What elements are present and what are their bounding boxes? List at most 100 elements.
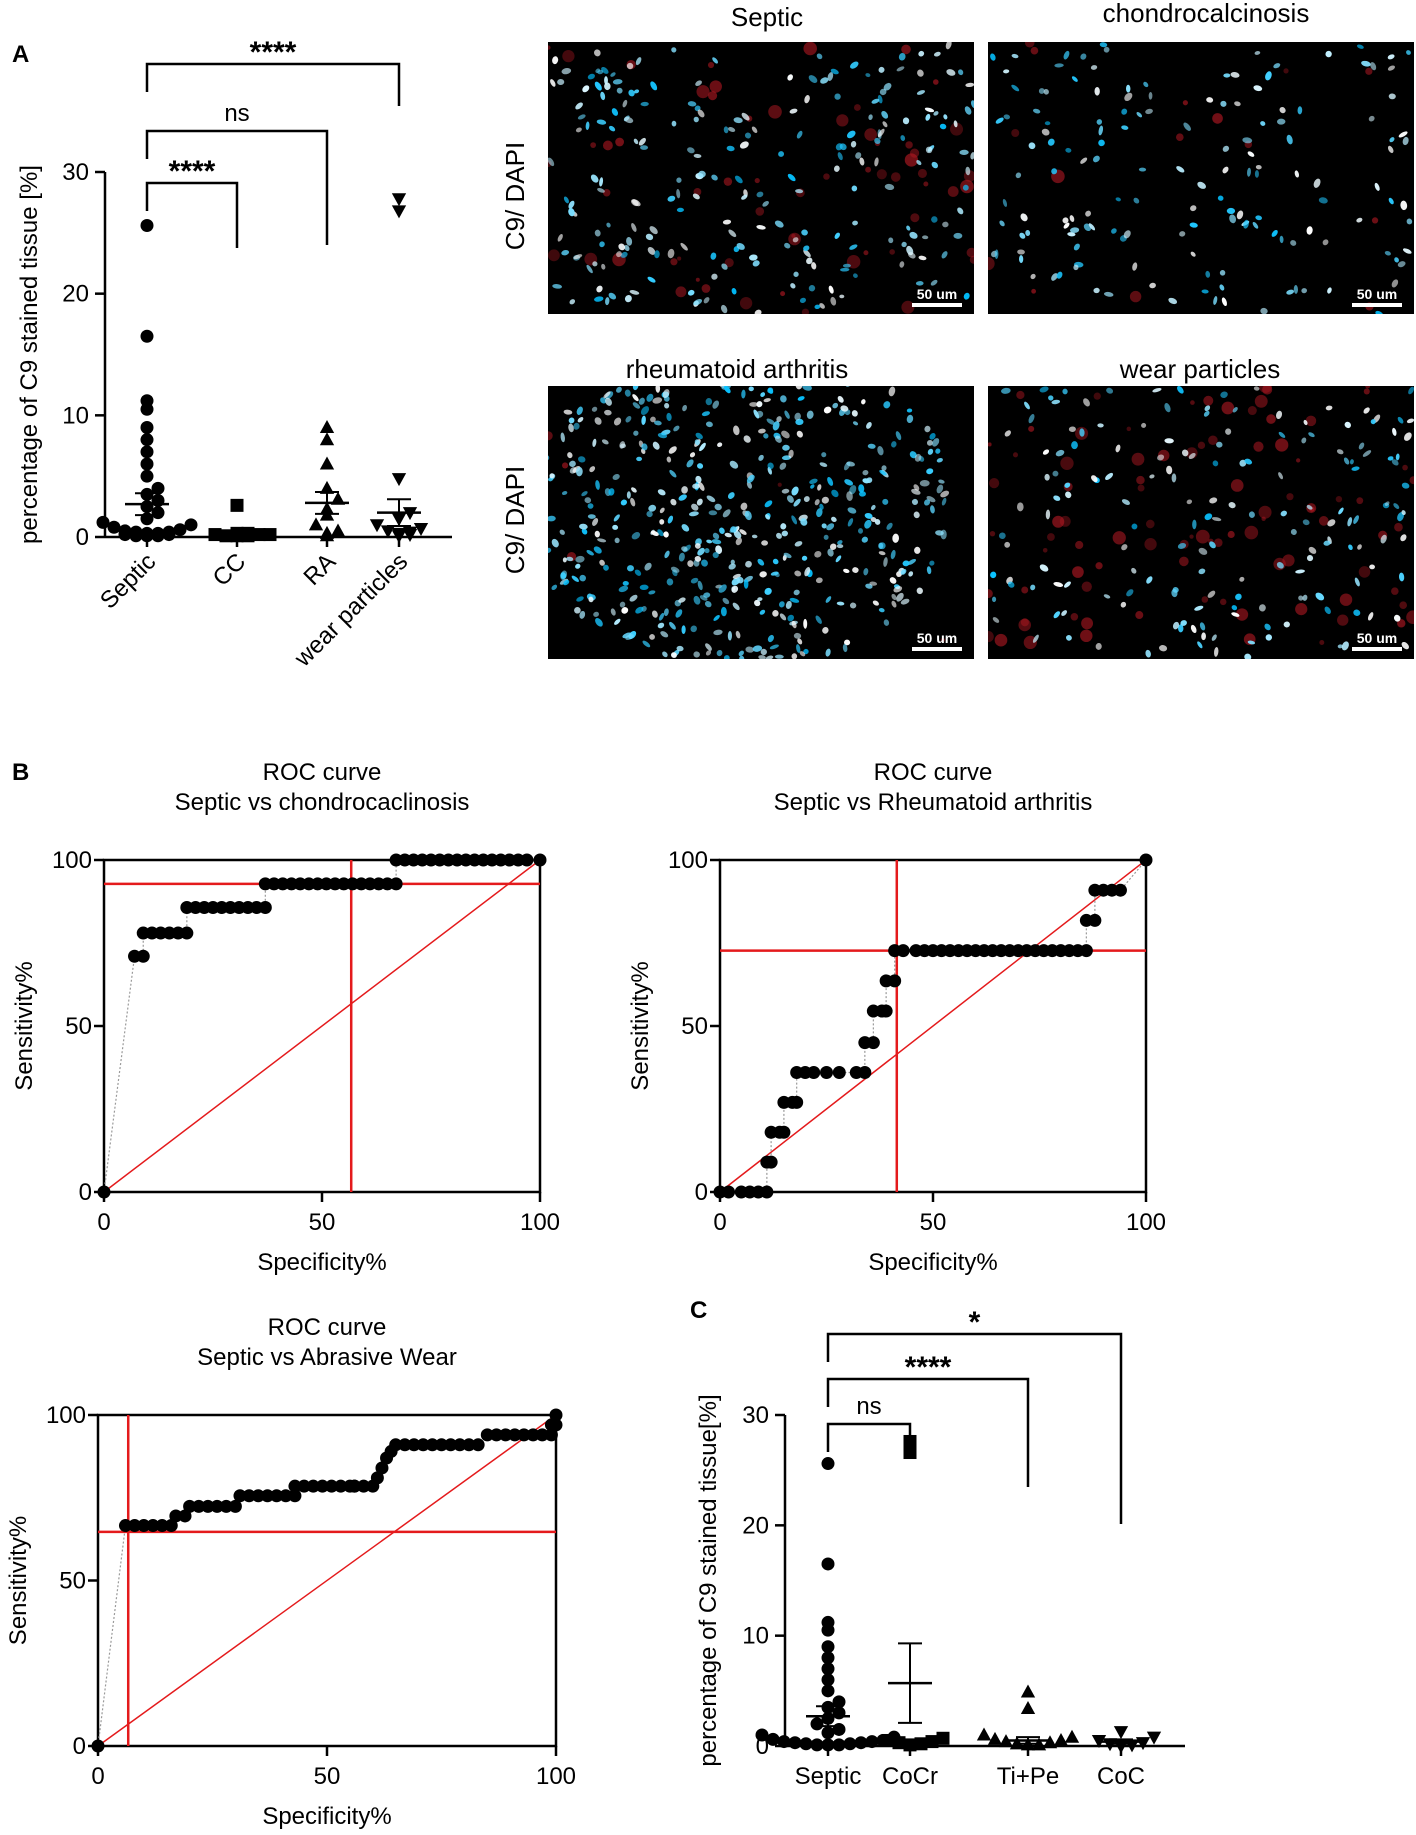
dapi-nucleus xyxy=(1201,289,1209,294)
dapi-nucleus xyxy=(668,446,677,454)
micrograph-title-wear-particles: wear particles xyxy=(1119,354,1281,384)
c9-stain-spot xyxy=(677,256,682,261)
dapi-nucleus xyxy=(599,177,604,187)
dapi-nucleus xyxy=(765,514,771,520)
dapi-nucleus xyxy=(754,309,762,314)
micrograph-wear-particles: 50 um xyxy=(988,386,1414,659)
dapi-nucleus xyxy=(1248,511,1255,518)
data-point xyxy=(263,528,277,542)
dapi-nucleus xyxy=(1375,310,1384,314)
c9-stain-spot xyxy=(988,442,992,447)
dapi-nucleus xyxy=(681,546,688,552)
dapi-nucleus xyxy=(622,632,632,639)
dapi-nucleus xyxy=(970,100,974,109)
dapi-nucleus xyxy=(871,98,880,104)
micrograph-rheumatoid-arthritis: 50 um xyxy=(548,386,974,659)
c9-stain-spot xyxy=(1093,392,1101,400)
dapi-nucleus xyxy=(693,595,701,605)
dapi-nucleus xyxy=(1073,264,1079,271)
data-point xyxy=(788,1736,802,1750)
dapi-nucleus xyxy=(1380,534,1387,544)
dapi-nucleus xyxy=(708,510,718,516)
roc-title: ROC curve xyxy=(263,759,382,786)
dapi-nucleus xyxy=(878,607,885,613)
dapi-nucleus xyxy=(669,621,676,630)
dapi-nucleus xyxy=(749,402,759,407)
roc-chart-chondrocalcinosis: ROC curve Septic vs chondrocaclinosis 0 50 1… xyxy=(11,759,560,1276)
dapi-nucleus xyxy=(1186,499,1193,505)
dapi-nucleus xyxy=(855,152,862,159)
dapi-nucleus xyxy=(801,229,808,236)
dapi-nucleus xyxy=(632,402,641,409)
dapi-nucleus xyxy=(593,49,601,57)
dapi-nucleus xyxy=(941,497,947,506)
dapi-nucleus xyxy=(1179,231,1186,237)
dapi-nucleus xyxy=(1015,172,1022,179)
panel-letter-b: B xyxy=(12,759,29,786)
c9-stain-spot xyxy=(1031,288,1037,294)
dapi-nucleus xyxy=(810,484,815,489)
c9-stain-spot xyxy=(739,296,753,310)
dapi-nucleus xyxy=(819,462,828,467)
dapi-nucleus xyxy=(759,571,767,578)
dapi-nucleus xyxy=(929,433,936,440)
dapi-nucleus xyxy=(601,263,606,270)
dapi-nucleus xyxy=(577,114,586,120)
dapi-nucleus xyxy=(823,534,829,540)
dapi-nucleus xyxy=(561,491,568,496)
dapi-nucleus xyxy=(626,491,631,499)
dapi-nucleus xyxy=(970,152,974,160)
dapi-nucleus xyxy=(1177,542,1187,549)
dapi-nucleus xyxy=(1209,541,1216,549)
dapi-nucleus xyxy=(603,391,611,399)
dapi-nucleus xyxy=(814,304,821,310)
c9-stain-spot xyxy=(1042,547,1048,553)
dapi-nucleus xyxy=(1080,53,1087,60)
dapi-nucleus xyxy=(929,560,935,566)
dapi-nucleus xyxy=(808,75,818,83)
dapi-nucleus xyxy=(784,242,791,249)
dapi-nucleus xyxy=(692,193,700,200)
micrograph-title-rheumatoid-arthritis: rheumatoid arthritis xyxy=(625,354,849,384)
dapi-nucleus xyxy=(733,117,743,124)
dapi-nucleus xyxy=(1092,155,1100,163)
dapi-nucleus xyxy=(605,397,612,406)
c9-stain-spot xyxy=(947,186,959,197)
dapi-nucleus xyxy=(1044,121,1051,126)
dapi-nucleus xyxy=(837,540,843,545)
dapi-nucleus xyxy=(1323,540,1331,546)
roc-point xyxy=(228,1499,242,1513)
dapi-nucleus xyxy=(573,254,583,260)
dapi-nucleus xyxy=(1394,257,1399,263)
dapi-nucleus xyxy=(938,479,945,484)
dapi-nucleus xyxy=(874,518,881,525)
dapi-nucleus xyxy=(634,89,640,94)
c9-stain-spot xyxy=(940,637,945,643)
significance-label: **** xyxy=(169,155,216,188)
dapi-nucleus xyxy=(1063,222,1070,229)
dapi-nucleus xyxy=(1149,474,1155,479)
c9-stain-spot xyxy=(1402,464,1408,471)
dapi-nucleus xyxy=(793,271,799,277)
c9-stain-spot xyxy=(602,189,611,197)
dapi-nucleus xyxy=(743,435,751,443)
c9-stain-spot xyxy=(1136,475,1145,485)
dapi-nucleus xyxy=(1401,482,1410,489)
c9-stain-spot xyxy=(966,247,974,258)
roc-point xyxy=(764,1155,778,1169)
dapi-nucleus xyxy=(1053,611,1061,619)
dapi-nucleus xyxy=(1090,65,1098,70)
dapi-nucleus xyxy=(659,612,665,621)
dapi-nucleus xyxy=(705,421,713,428)
c9-stain-spot xyxy=(803,42,817,56)
dapi-nucleus xyxy=(1217,195,1224,201)
dapi-nucleus xyxy=(930,505,935,514)
dapi-nucleus xyxy=(1357,544,1362,550)
dapi-nucleus xyxy=(1067,232,1076,237)
dapi-nucleus xyxy=(731,585,739,593)
dapi-nucleus xyxy=(1098,139,1105,147)
dapi-nucleus xyxy=(616,251,622,258)
data-point xyxy=(107,520,121,534)
c9-stain-spot xyxy=(1182,100,1188,106)
y-tick-label: 10 xyxy=(742,1623,769,1650)
